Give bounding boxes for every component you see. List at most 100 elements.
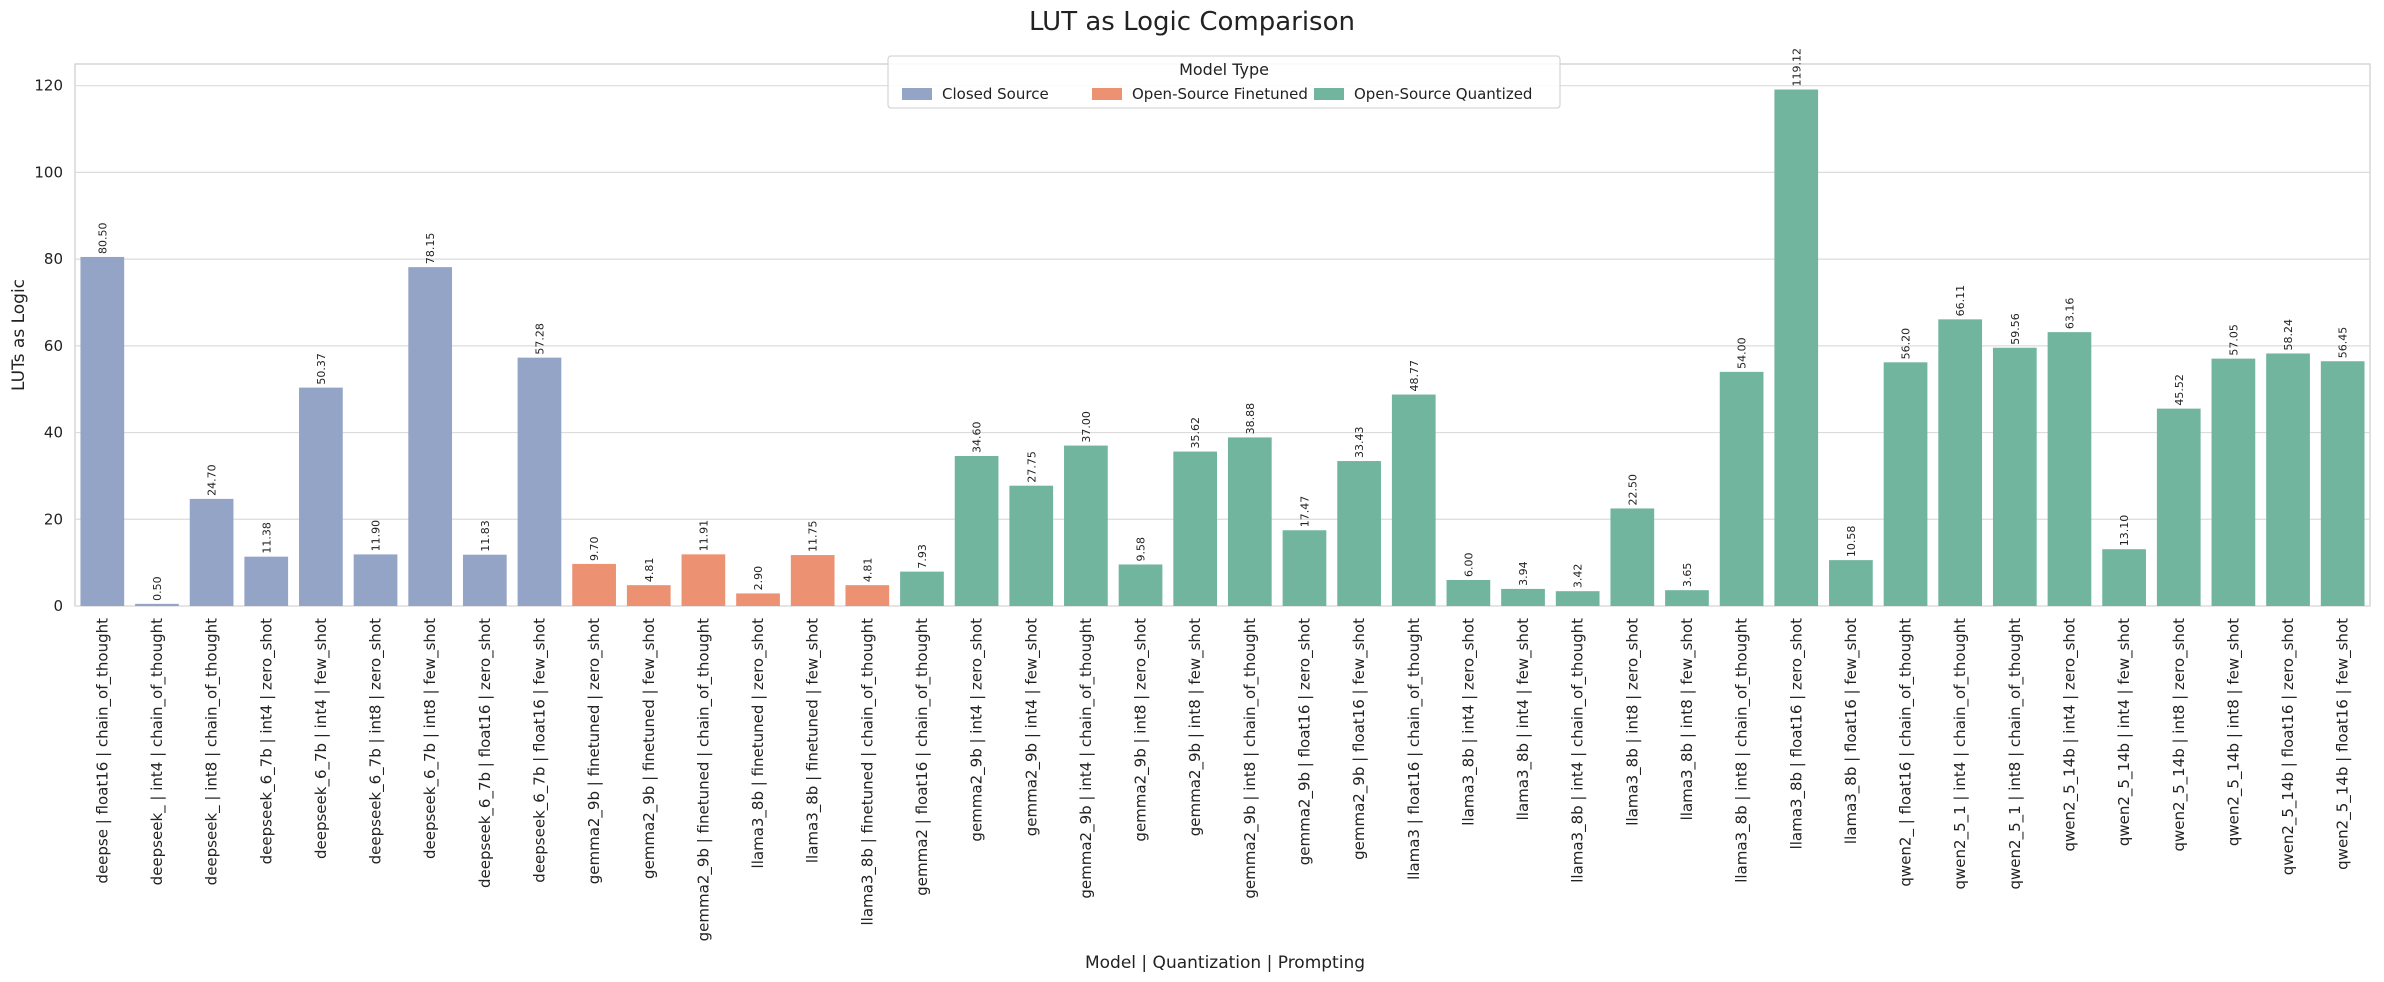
- legend-title: Model Type: [1179, 60, 1269, 79]
- bar: [135, 603, 179, 606]
- x-tick-label: llama3_8b | float16 | zero_shot: [1787, 618, 1806, 850]
- y-tick-label: 80: [44, 250, 63, 268]
- bar-value-label: 7.93: [916, 544, 929, 569]
- bar-value-labels: 80.50 0.50 24.70 11.38 50.37 11.90 78.15 11.83 5…: [96, 48, 2349, 601]
- bar: [353, 554, 398, 606]
- bar: [1118, 564, 1163, 606]
- bar-value-label: 11.38: [260, 522, 273, 554]
- x-axis-label: Model | Quantization | Prompting: [1085, 953, 1365, 973]
- x-tick-label: gemma2_9b | int4 | zero_shot: [968, 618, 987, 842]
- x-tick-label: gemma2_9b | int4 | chain_of_thought: [1077, 618, 1096, 899]
- x-tick-label: llama3_8b | finetuned | chain_of_thought: [858, 618, 877, 926]
- bar-value-label: 48.77: [1408, 360, 1421, 392]
- bar-value-label: 24.70: [206, 464, 219, 496]
- bar-value-label: 80.50: [96, 222, 109, 254]
- bar-value-label: 119.12: [1790, 48, 1803, 87]
- x-tick-label: qwen2_5_1 | int4 | chain_of_thought: [1951, 618, 1970, 890]
- bar-value-label: 10.58: [1845, 526, 1858, 558]
- bar: [1938, 319, 1983, 606]
- x-tick-label: deepse | float16 | chain_of_thought: [93, 618, 112, 884]
- legend-swatch: [1092, 88, 1122, 100]
- legend-swatch: [1314, 88, 1344, 100]
- bar-value-label: 22.50: [1626, 474, 1639, 506]
- x-tick-label: deepseek_6_7b | int8 | zero_shot: [367, 618, 386, 864]
- bar-value-label: 35.62: [1189, 417, 1202, 449]
- bar-value-label: 37.00: [1080, 411, 1093, 443]
- x-tick-label: gemma2 | float16 | chain_of_thought: [913, 618, 932, 896]
- bar-value-label: 6.00: [1462, 552, 1475, 577]
- bar: [189, 498, 234, 606]
- bar: [1446, 579, 1491, 606]
- x-tick-label: deepseek_6_7b | float16 | zero_shot: [476, 618, 495, 888]
- bar: [900, 571, 944, 606]
- x-tick-label: gemma2_9b | float16 | few_shot: [1350, 618, 1369, 860]
- x-tick-label: deepseek_6_7b | int4 | zero_shot: [257, 618, 276, 864]
- x-tick-label: llama3 | float16 | chain_of_thought: [1405, 618, 1424, 880]
- x-tick-label: qwen2_5_14b | int8 | zero_shot: [2170, 618, 2189, 852]
- y-tick-label: 100: [34, 163, 63, 181]
- bar-value-label: 34.60: [971, 421, 984, 453]
- bar: [2156, 408, 2201, 606]
- bar: [1829, 560, 1873, 606]
- x-tick-label: deepseek_ | int8 | chain_of_thought: [203, 618, 222, 885]
- bar-value-label: 2.90: [752, 566, 765, 591]
- bar: [790, 555, 835, 606]
- bar: [1501, 588, 1545, 606]
- legend-label: Open-Source Finetuned: [1132, 85, 1308, 103]
- bar: [1391, 394, 1436, 606]
- bar-value-label: 50.37: [315, 353, 328, 385]
- bar: [462, 554, 507, 606]
- bar-value-label: 54.00: [1736, 337, 1749, 369]
- x-axis-category-labels: deepse | float16 | chain_of_thought deeps…: [93, 618, 2352, 941]
- bar: [2320, 361, 2365, 606]
- bar-value-label: 11.83: [479, 520, 492, 552]
- bar-value-label: 11.90: [370, 520, 383, 552]
- bar: [1337, 461, 1381, 606]
- y-tick-label: 40: [44, 424, 63, 442]
- y-axis-ticks: 0 20 40 60 80 100 120: [34, 77, 63, 615]
- x-tick-label: qwen2_5_14b | int4 | few_shot: [2115, 618, 2134, 846]
- x-tick-label: llama3_8b | int4 | few_shot: [1514, 618, 1533, 820]
- bar: [80, 256, 125, 606]
- bar-value-label: 0.50: [151, 576, 164, 601]
- y-tick-label: 120: [34, 77, 63, 95]
- bar: [2102, 549, 2146, 606]
- bar: [2266, 353, 2310, 606]
- bar-value-label: 58.24: [2282, 319, 2295, 351]
- bar: [1774, 89, 1819, 607]
- bar-value-label: 57.05: [2227, 324, 2240, 356]
- bar: [736, 593, 780, 606]
- x-tick-label: gemma2_9b | finetuned | chain_of_thought: [694, 618, 713, 941]
- bar-value-label: 59.56: [2009, 313, 2022, 345]
- bar-value-label: 4.81: [861, 558, 874, 583]
- bar-value-label: 38.88: [1244, 403, 1257, 435]
- legend-entries: Closed Source Open-Source Finetuned Open-S…: [902, 85, 1532, 103]
- x-tick-label: llama3_8b | int8 | chain_of_thought: [1733, 618, 1752, 883]
- y-tick-label: 0: [53, 597, 63, 615]
- x-tick-label: llama3_8b | finetuned | few_shot: [804, 618, 823, 863]
- bar-value-label: 11.91: [697, 520, 710, 552]
- bar-value-label: 17.47: [1298, 496, 1311, 528]
- bar: [681, 554, 726, 606]
- x-tick-label: deepseek_6_7b | float16 | few_shot: [530, 618, 549, 883]
- legend: Model Type Closed Source Open-Source Fine…: [887, 55, 1561, 109]
- x-tick-label: llama3_8b | int8 | few_shot: [1678, 618, 1697, 820]
- grid-lines: [75, 85, 2370, 607]
- bar: [1610, 508, 1655, 606]
- bar: [1555, 591, 1600, 606]
- bar-value-label: 78.15: [424, 233, 437, 265]
- x-tick-label: deepseek_6_7b | int8 | few_shot: [421, 618, 440, 859]
- x-tick-label: gemma2_9b | int4 | few_shot: [1022, 618, 1041, 836]
- legend-label: Closed Source: [942, 85, 1049, 103]
- x-tick-label: llama3_8b | float16 | few_shot: [1842, 618, 1861, 844]
- x-tick-label: llama3_8b | finetuned | zero_shot: [749, 618, 768, 869]
- legend-swatch: [902, 88, 932, 100]
- bar-value-label: 9.70: [588, 536, 601, 561]
- bar: [572, 563, 616, 606]
- x-tick-label: gemma2_9b | finetuned | few_shot: [640, 618, 659, 879]
- bar-value-label: 9.58: [1135, 537, 1148, 562]
- x-tick-label: gemma2_9b | int8 | zero_shot: [1132, 618, 1151, 842]
- bar: [1992, 347, 2037, 606]
- bar: [2047, 332, 2092, 606]
